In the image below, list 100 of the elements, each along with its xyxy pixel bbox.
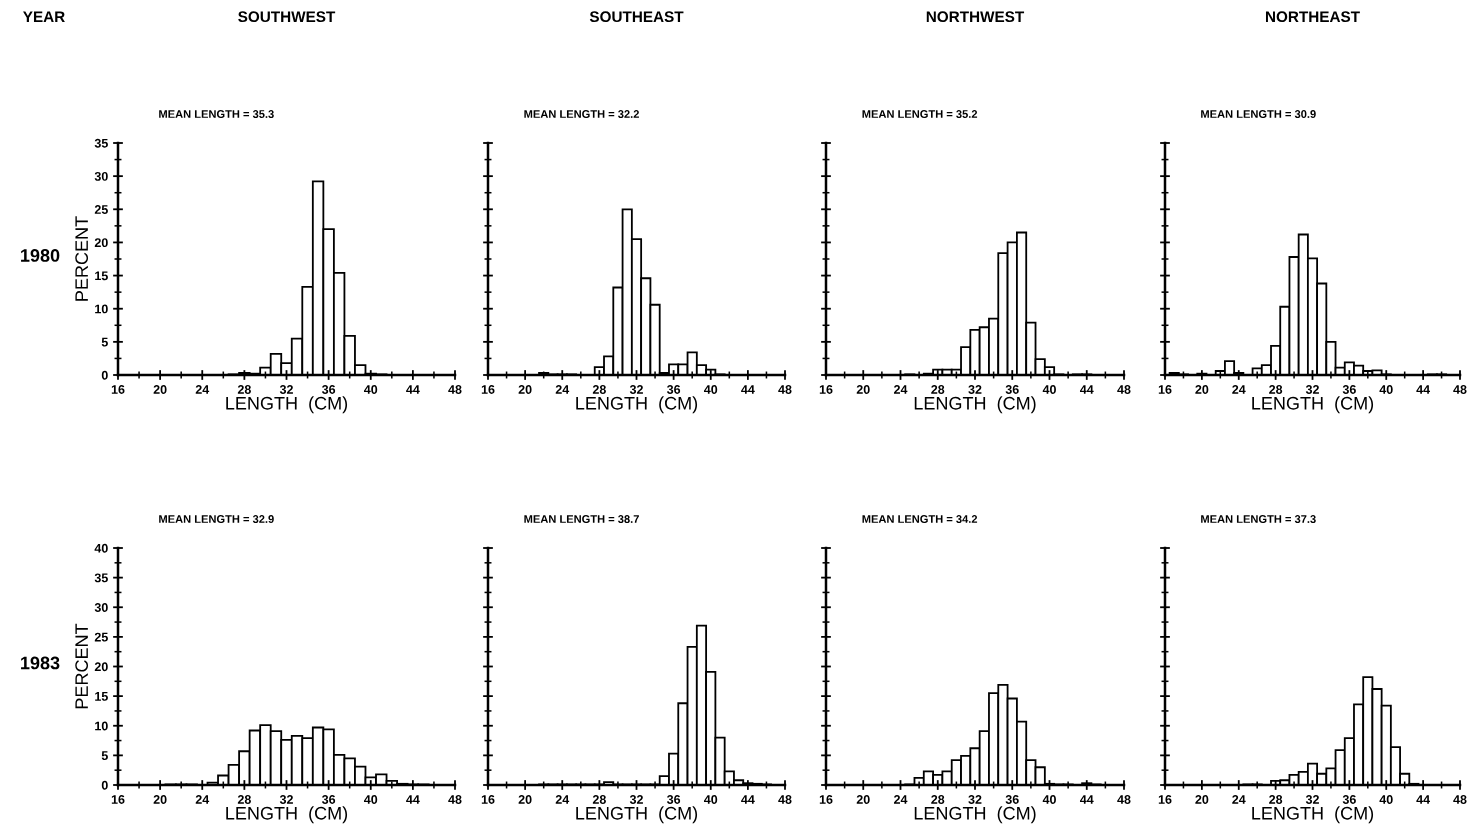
chart-title: NORTHWEST <box>926 11 1025 23</box>
x-tick-label: 40 <box>703 795 718 804</box>
x-tick-label: 24 <box>1232 795 1246 804</box>
y-tick-label: 0 <box>101 370 108 380</box>
y-tick-label: 25 <box>94 205 108 214</box>
y-tick-label: 5 <box>101 751 108 761</box>
x-tick-label: 48 <box>1453 385 1467 394</box>
x-tick-label: 16 <box>819 795 833 804</box>
x-tick-label: 32 <box>1305 795 1319 804</box>
x-tick-label: 20 <box>1195 385 1209 394</box>
chart-subtitle: MEAN LENGTH = 38.7 <box>524 515 639 523</box>
x-tick-label: 28 <box>931 795 945 804</box>
x-tick-label: 28 <box>1269 385 1283 394</box>
chart-subtitle: MEAN LENGTH = 35.2 <box>862 110 978 118</box>
y-tick-label: 40 <box>94 543 108 553</box>
x-tick-label: 44 <box>1416 385 1431 394</box>
x-tick-label: 32 <box>1305 385 1319 394</box>
x-tick-label: 32 <box>629 385 643 394</box>
x-tick-label: 28 <box>592 795 606 804</box>
x-tick-label: 24 <box>893 385 908 394</box>
chart-subtitle: MEAN LENGTH = 34.2 <box>862 515 978 523</box>
x-tick-label: 28 <box>931 385 945 394</box>
y-tick-label: 30 <box>94 171 108 181</box>
x-tick-label: 40 <box>1042 795 1056 804</box>
x-tick-label: 24 <box>555 385 570 394</box>
y-tick-label: 25 <box>94 632 108 642</box>
x-tick-label: 36 <box>321 385 336 394</box>
x-tick-label: 20 <box>153 385 167 394</box>
x-tick-label: 44 <box>741 795 755 804</box>
y-tick-label: 20 <box>94 662 108 672</box>
x-tick-label: 24 <box>195 795 210 804</box>
text: 1980 <box>21 249 60 262</box>
chart-subtitle: MEAN LENGTH = 32.2 <box>524 110 639 118</box>
x-tick-label: 40 <box>363 795 378 804</box>
x-tick-label: 16 <box>111 795 125 804</box>
chart-title: SOUTHEAST <box>589 11 684 23</box>
x-tick-label: 40 <box>703 385 718 394</box>
x-axis-title: LENGTH (CM) <box>226 806 348 824</box>
y-axis-title: PERCENT <box>75 216 89 301</box>
x-tick-label: 20 <box>518 385 532 394</box>
x-tick-label: 28 <box>237 385 251 394</box>
x-tick-label: 20 <box>856 795 870 804</box>
x-tick-label: 40 <box>363 385 378 394</box>
x-axis-title: LENGTH (CM) <box>576 806 698 824</box>
x-tick-label: 44 <box>406 385 420 394</box>
x-axis-title: LENGTH (CM) <box>1252 806 1374 824</box>
y-tick-label: 15 <box>95 271 108 281</box>
x-tick-label: 16 <box>481 795 495 804</box>
x-tick-label: 16 <box>111 385 125 394</box>
x-axis-title: LENGTH (CM) <box>226 396 348 414</box>
x-tick-label: 36 <box>1342 385 1356 394</box>
x-tick-label: 16 <box>1158 795 1172 804</box>
x-tick-label: 32 <box>629 795 643 804</box>
x-tick-label: 24 <box>893 795 908 804</box>
x-tick-label: 24 <box>555 795 570 804</box>
x-tick-label: 36 <box>321 795 336 804</box>
y-tick-label: 20 <box>94 238 108 248</box>
y-tick-label: 35 <box>94 573 108 583</box>
x-tick-label: 48 <box>1117 795 1131 804</box>
x-axis-title: LENGTH (CM) <box>914 396 1036 414</box>
y-tick-label: 5 <box>101 337 108 347</box>
x-tick-label: 48 <box>1117 385 1131 394</box>
x-tick-label: 44 <box>1416 795 1431 804</box>
x-tick-label: 36 <box>1005 385 1019 394</box>
x-tick-label: 20 <box>856 385 870 394</box>
y-tick-label: 15 <box>95 692 108 701</box>
x-tick-label: 32 <box>968 795 982 804</box>
chart-subtitle: MEAN LENGTH = 37.3 <box>1201 515 1316 523</box>
x-tick-label: 44 <box>1079 385 1094 394</box>
chart-subtitle: MEAN LENGTH = 35.3 <box>159 110 274 118</box>
x-tick-label: 28 <box>1269 795 1283 804</box>
x-tick-label: 32 <box>279 385 293 394</box>
y-tick-label: 30 <box>94 603 108 612</box>
x-tick-label: 48 <box>1453 795 1467 804</box>
x-tick-label: 44 <box>741 385 755 394</box>
chart-subtitle: MEAN LENGTH = 30.9 <box>1201 110 1316 118</box>
chart-subtitle: MEAN LENGTH = 32.9 <box>159 515 274 523</box>
x-tick-label: 20 <box>1195 795 1209 804</box>
y-tick-label: 35 <box>94 138 108 148</box>
x-tick-label: 28 <box>592 385 606 394</box>
x-tick-label: 40 <box>1379 795 1393 804</box>
x-tick-label: 16 <box>1158 385 1172 394</box>
x-tick-label: 44 <box>406 795 420 804</box>
chart-title: SOUTHWEST <box>238 11 336 23</box>
x-tick-label: 48 <box>778 385 792 394</box>
x-tick-label: 36 <box>1342 795 1356 804</box>
text: 1983 <box>21 656 60 670</box>
text: YEAR <box>23 11 65 22</box>
x-tick-label: 20 <box>153 795 167 804</box>
x-tick-label: 16 <box>481 385 495 394</box>
x-tick-label: 48 <box>448 385 462 394</box>
x-tick-label: 48 <box>448 795 462 804</box>
x-axis-title: LENGTH (CM) <box>914 806 1036 824</box>
y-tick-label: 10 <box>95 721 108 731</box>
x-tick-label: 40 <box>1379 385 1393 394</box>
x-axis-title: LENGTH (CM) <box>576 396 698 414</box>
x-tick-label: 20 <box>518 795 532 804</box>
chart-title: NORTHEAST <box>1265 11 1360 23</box>
y-axis-title: PERCENT <box>75 623 89 709</box>
x-tick-label: 40 <box>1042 385 1056 394</box>
